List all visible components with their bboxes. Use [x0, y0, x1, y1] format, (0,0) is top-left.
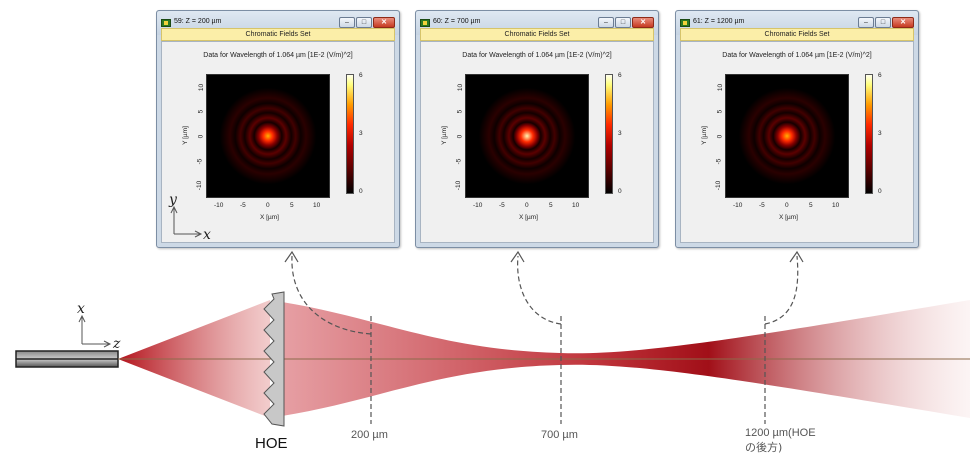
data-title: Data for Wavelength of 1.064 µm [1E-2 (V… — [462, 52, 612, 59]
field-window-z200[interactable]: 59: Z = 200 µm – □ ✕ Chromatic Fields Se… — [156, 10, 400, 248]
colorbar-tick: 3 — [618, 130, 622, 137]
colorbar — [605, 74, 613, 194]
x-axis-label: X [µm] — [779, 214, 798, 221]
x-tick: 0 — [266, 202, 270, 209]
y-tick: 0 — [456, 134, 464, 139]
fiber — [15, 350, 119, 368]
maximize-button[interactable]: □ — [615, 17, 631, 28]
x-tick: 5 — [809, 202, 813, 209]
z200-label: 200 µm — [351, 429, 388, 441]
x-tick: 0 — [785, 202, 789, 209]
z1200-label-2: の後方) — [745, 440, 782, 454]
y-tick: 5 — [197, 109, 205, 114]
y-tick: 5 — [456, 109, 464, 114]
y-tick: 10 — [198, 83, 206, 92]
x-tick: 5 — [549, 202, 553, 209]
arrow-to-window-1 — [291, 255, 372, 335]
focused-beam — [282, 300, 970, 418]
colorbar-tick: 0 — [618, 188, 622, 195]
colorbar-tick: 3 — [359, 130, 363, 137]
arrow-to-window-3 — [764, 255, 799, 325]
chromatic-fields-banner: Chromatic Fields Set — [161, 28, 395, 41]
colorbar — [346, 74, 354, 194]
x-tick: 5 — [290, 202, 294, 209]
field-window-z1200[interactable]: 61: Z = 1200 µm – □ ✕ Chromatic Fields S… — [675, 10, 919, 248]
close-button[interactable]: ✕ — [892, 17, 914, 28]
window-title: 61: Z = 1200 µm — [693, 18, 745, 25]
colorbar-tick: 6 — [359, 72, 363, 79]
window-title: 60: Z = 700 µm — [433, 18, 481, 25]
window-content: Data for Wavelength of 1.064 µm [1E-2 (V… — [420, 41, 654, 243]
y-tick: 0 — [197, 134, 205, 139]
hoe-element — [263, 291, 285, 427]
y-tick: -10 — [715, 180, 723, 191]
y-tick: 5 — [716, 109, 724, 114]
x-tick: -10 — [473, 202, 483, 209]
minimize-button[interactable]: – — [339, 17, 355, 28]
close-button[interactable]: ✕ — [373, 17, 395, 28]
arrowhead — [78, 314, 86, 323]
axis-x-letter: x — [77, 301, 85, 317]
window-content: Data for Wavelength of 1.064 µm [1E-2 (V… — [680, 41, 914, 243]
app-icon — [161, 19, 171, 27]
arrowhead — [510, 250, 525, 263]
x-tick: 0 — [525, 202, 529, 209]
intensity-plot[interactable] — [725, 74, 849, 198]
x-tick: 10 — [313, 202, 321, 209]
minimize-button[interactable]: – — [598, 17, 614, 28]
y-axis-label: Y [µm] — [181, 126, 189, 145]
app-icon — [420, 19, 430, 27]
z700-label: 700 µm — [541, 429, 578, 441]
data-title: Data for Wavelength of 1.064 µm [1E-2 (V… — [203, 52, 353, 59]
x-axis-label: X [µm] — [519, 214, 538, 221]
axis-z-letter: z — [112, 336, 121, 352]
x-tick: -5 — [499, 202, 505, 209]
intensity-plot[interactable] — [465, 74, 589, 198]
hoe-label: HOE — [255, 435, 288, 452]
maximize-button[interactable]: □ — [875, 17, 891, 28]
colorbar-tick: 6 — [618, 72, 622, 79]
y-tick: 10 — [717, 83, 725, 92]
minimize-button[interactable]: – — [858, 17, 874, 28]
y-tick: -10 — [196, 180, 204, 191]
colorbar-tick: 6 — [878, 72, 882, 79]
close-button[interactable]: ✕ — [632, 17, 654, 28]
arrowhead — [789, 250, 804, 263]
chromatic-fields-banner: Chromatic Fields Set — [680, 28, 914, 41]
arrowhead — [284, 250, 299, 263]
x-tick: 10 — [832, 202, 840, 209]
intensity-plot[interactable] — [206, 74, 330, 198]
y-axis-label: Y [µm] — [700, 126, 708, 145]
z1200-label: 1200 µm(HOE — [745, 427, 816, 439]
x-tick: -5 — [240, 202, 246, 209]
y-tick: -5 — [455, 158, 463, 165]
colorbar — [865, 74, 873, 194]
x-tick: -10 — [733, 202, 743, 209]
field-window-z700[interactable]: 60: Z = 700 µm – □ ✕ Chromatic Fields Se… — [415, 10, 659, 248]
y-axis-label: Y [µm] — [440, 126, 448, 145]
diverging-beam — [118, 300, 270, 418]
colorbar-tick: 3 — [878, 130, 882, 137]
x-tick: -5 — [759, 202, 765, 209]
y-tick: -10 — [455, 180, 463, 191]
colorbar-tick: 0 — [359, 188, 363, 195]
x-tick: -10 — [214, 202, 224, 209]
arrow-to-window-2 — [517, 255, 562, 325]
x-tick: 10 — [572, 202, 580, 209]
y-tick: -5 — [715, 158, 723, 165]
y-tick: 10 — [457, 83, 465, 92]
arrowhead — [103, 340, 112, 348]
x-axis-label: X [µm] — [260, 214, 279, 221]
app-icon — [680, 19, 690, 27]
y-tick: -5 — [196, 158, 204, 165]
colorbar-tick: 0 — [878, 188, 882, 195]
y-tick: 0 — [716, 134, 724, 139]
window-title: 59: Z = 200 µm — [174, 18, 222, 25]
maximize-button[interactable]: □ — [356, 17, 372, 28]
chromatic-fields-banner: Chromatic Fields Set — [420, 28, 654, 41]
window-content: Data for Wavelength of 1.064 µm [1E-2 (V… — [161, 41, 395, 243]
data-title: Data for Wavelength of 1.064 µm [1E-2 (V… — [722, 52, 872, 59]
